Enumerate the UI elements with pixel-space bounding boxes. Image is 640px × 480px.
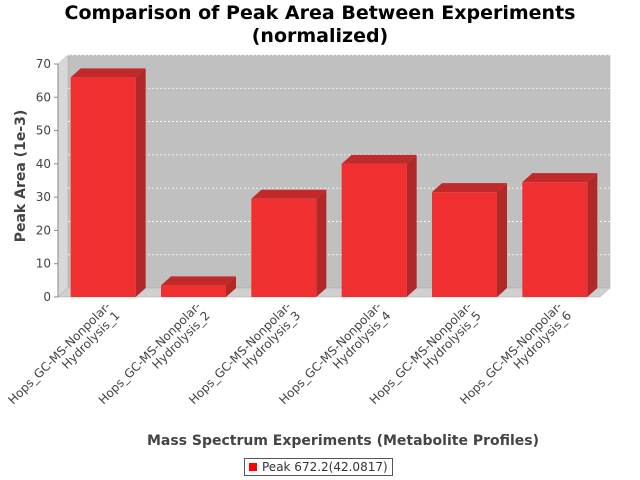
bar xyxy=(70,77,136,297)
y-tick-label: 60 xyxy=(36,90,51,104)
plot-left-wall xyxy=(57,54,69,298)
bar-side xyxy=(135,68,146,297)
bar-top xyxy=(341,154,417,164)
y-tick-label: 40 xyxy=(36,157,51,171)
bar xyxy=(251,198,317,297)
y-tick-label: 0 xyxy=(43,290,51,304)
bar-top xyxy=(432,183,507,193)
y-tick-label: 20 xyxy=(36,223,51,237)
bar-side xyxy=(497,183,507,297)
bar-side xyxy=(226,276,236,297)
legend-swatch xyxy=(249,463,257,471)
y-tick-label: 10 xyxy=(36,257,51,271)
bar-side xyxy=(316,189,327,297)
bar-top xyxy=(522,173,598,183)
bar xyxy=(341,163,407,297)
x-tick-label-line: Hops_GC-MS-Nonpolar- xyxy=(5,299,113,407)
chart-title-line-1: Comparison of Peak Area Between Experime… xyxy=(64,2,576,24)
bar-side xyxy=(587,173,598,297)
bar-top xyxy=(251,189,327,199)
y-axis-title: Peak Area (1e-3) xyxy=(13,110,29,243)
bar-side xyxy=(406,154,417,297)
legend: Peak 672.2(42.0817) xyxy=(244,458,393,476)
bar-top xyxy=(70,68,146,78)
y-tick-label: 70 xyxy=(36,57,51,71)
bar-top xyxy=(161,276,236,286)
bar xyxy=(522,182,588,297)
legend-label: Peak 672.2(42.0817) xyxy=(262,460,388,474)
bar xyxy=(432,192,497,297)
chart-title-line-2: (normalized) xyxy=(251,25,389,47)
chart-title: Comparison of Peak Area Between Experime… xyxy=(0,2,640,48)
bar xyxy=(161,285,226,297)
x-axis-title: Mass Spectrum Experiments (Metabolite Pr… xyxy=(147,433,539,449)
y-tick-label: 50 xyxy=(36,124,51,138)
y-tick-label: 30 xyxy=(36,190,51,204)
